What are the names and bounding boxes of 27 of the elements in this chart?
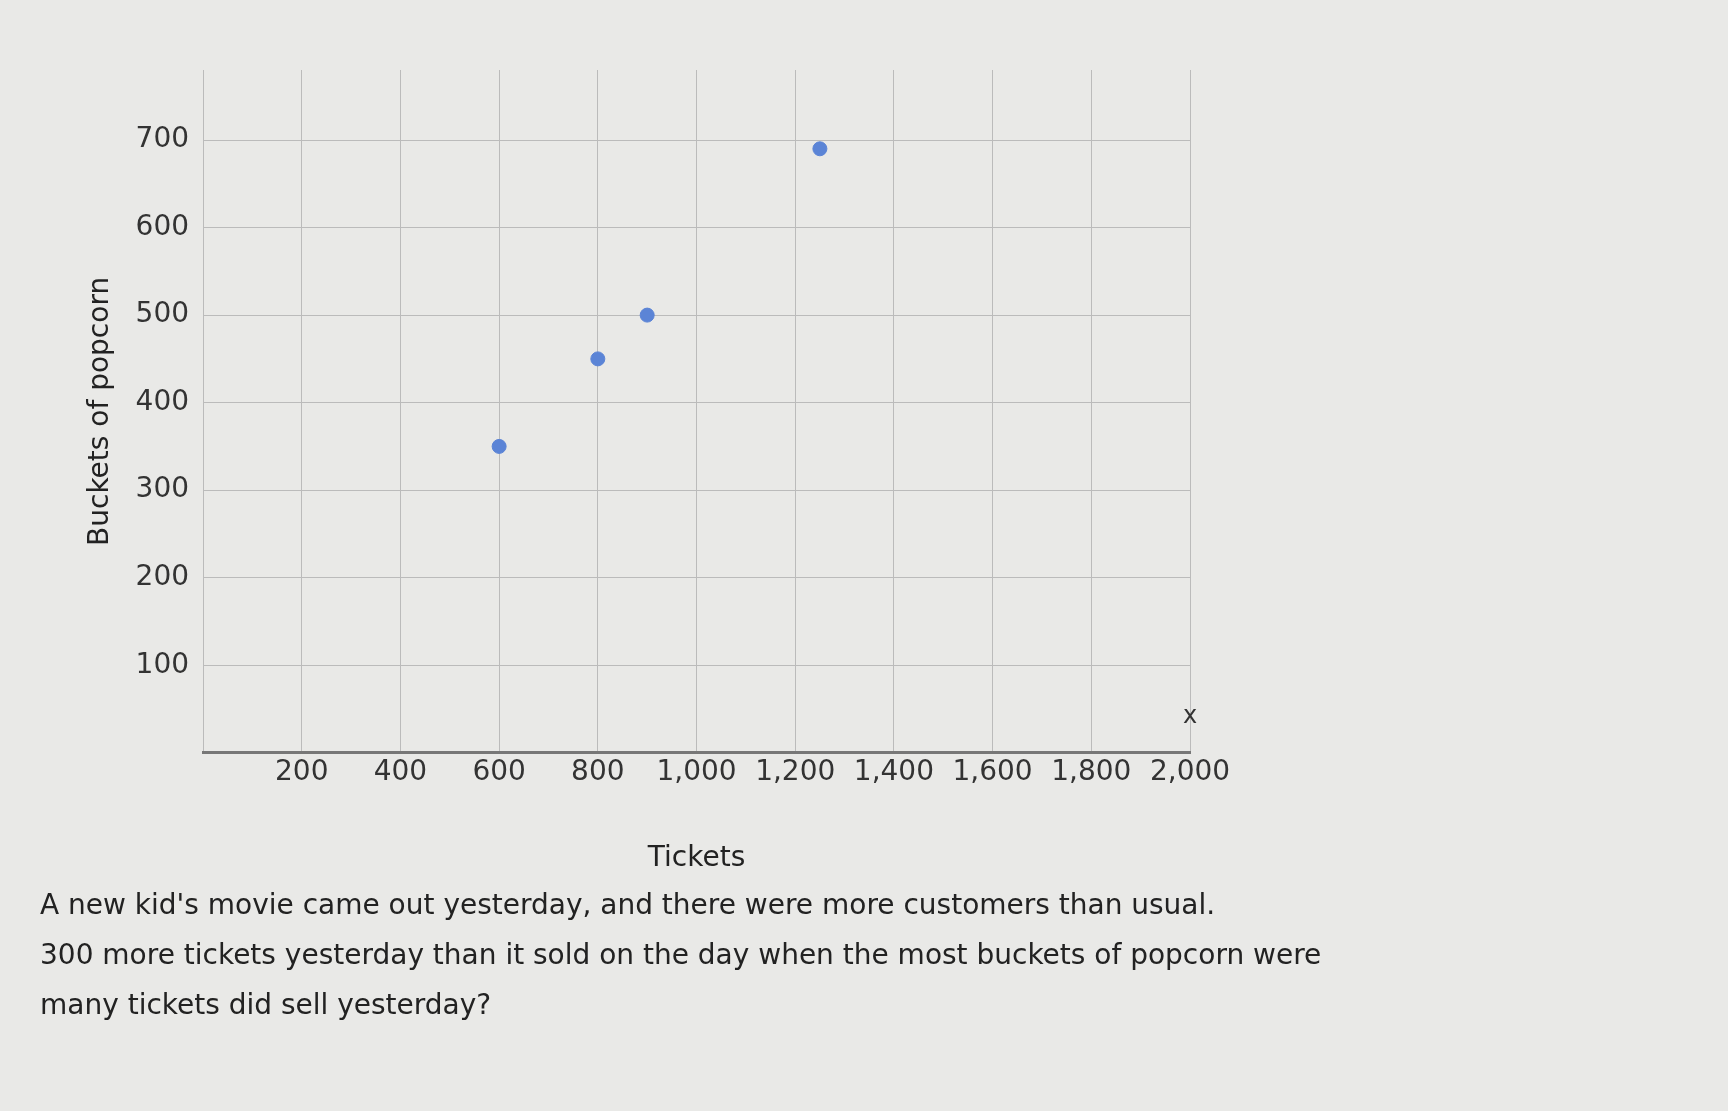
x-axis-title: Tickets <box>646 840 746 874</box>
x-tick-label: 1,000 <box>656 753 737 787</box>
x-tick-label: 1,200 <box>755 753 836 787</box>
point <box>590 351 606 367</box>
annotation: x <box>1182 700 1198 729</box>
x-tick-label: 1,600 <box>952 753 1033 787</box>
y-tick-label: 400 <box>135 383 190 417</box>
text: many tickets did sell yesterday? <box>40 987 493 1023</box>
point <box>812 141 828 157</box>
y-axis-title: Buckets of popcorn <box>82 276 116 546</box>
x-tick-label: 400 <box>373 753 428 787</box>
point <box>639 307 655 323</box>
x-tick-label: 1,400 <box>853 753 934 787</box>
y-tick-label: 500 <box>135 296 190 330</box>
text: A new kid's movie came out yesterday, and there were more customers than usual. <box>40 887 1217 923</box>
x-tick-label: 200 <box>275 753 329 787</box>
x-tick-label: 800 <box>571 753 625 787</box>
x-tick-label: 2,000 <box>1149 753 1231 787</box>
y-tick-label: 600 <box>135 208 190 242</box>
y-tick-label: 300 <box>135 471 190 505</box>
x-tick-label: 600 <box>472 753 526 787</box>
x-tick-label: 1,800 <box>1051 753 1132 787</box>
point <box>491 438 507 454</box>
y-tick-label: 200 <box>135 559 190 592</box>
y-tick-label: 100 <box>135 646 190 680</box>
y-tick-label: 700 <box>135 121 190 155</box>
text: 300 more tickets yesterday than it sold on the day when the most buckets of popcorn were <box>40 937 1322 973</box>
